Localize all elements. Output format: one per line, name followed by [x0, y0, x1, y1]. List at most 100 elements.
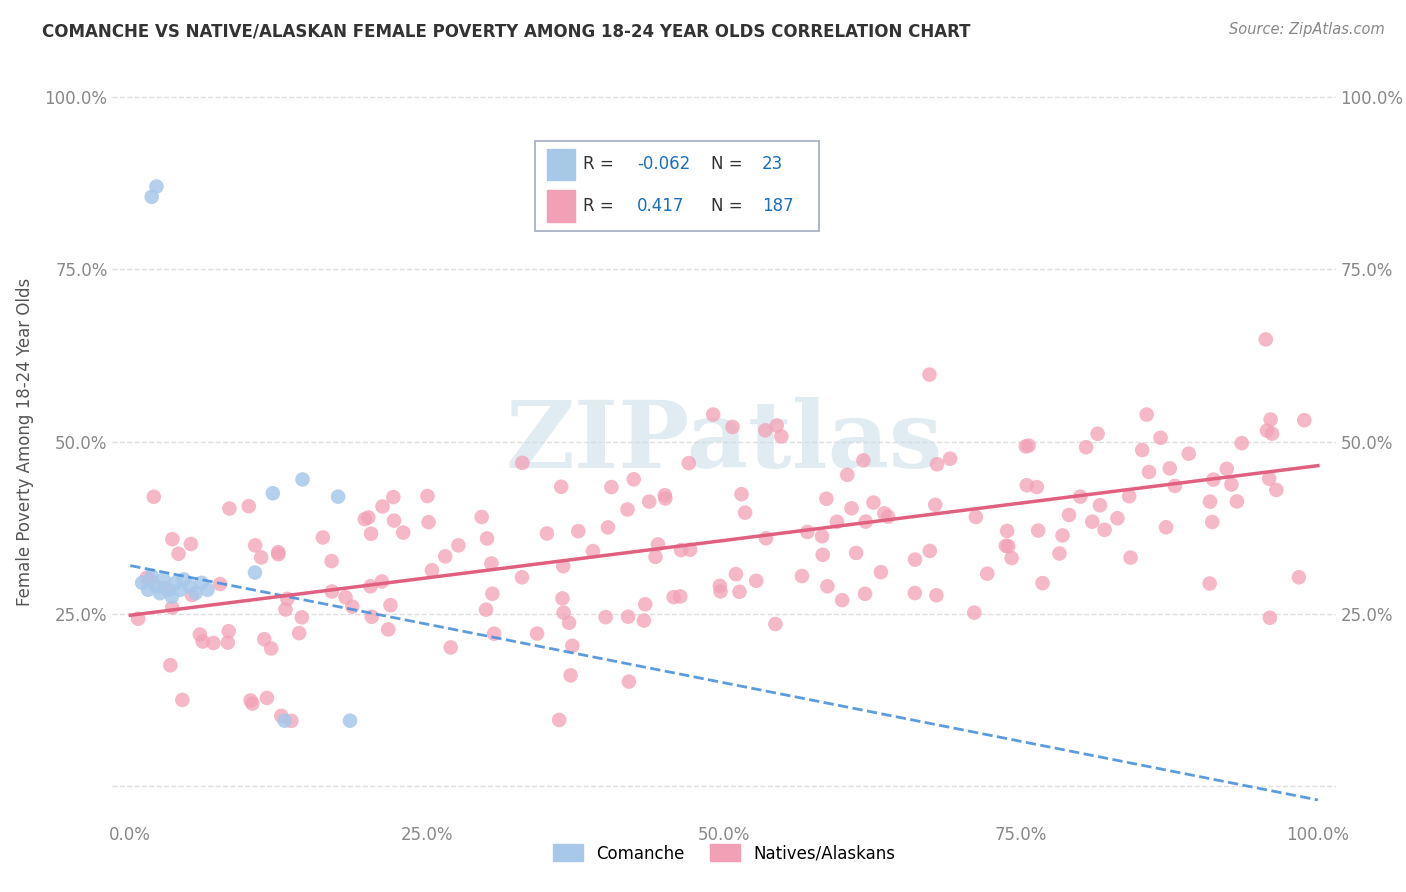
Point — [1049, 547, 1071, 561]
Point — [550, 480, 572, 494]
Point — [669, 543, 692, 558]
Point — [242, 697, 264, 711]
Point — [382, 514, 405, 528]
Point — [1137, 465, 1160, 479]
Text: 187: 187 — [762, 196, 793, 215]
Point — [218, 501, 240, 516]
Point — [131, 575, 153, 590]
Point — [1294, 413, 1316, 427]
Point — [1001, 551, 1024, 566]
Point — [260, 641, 283, 656]
Point — [1288, 570, 1310, 584]
Point — [976, 566, 998, 581]
Point — [420, 563, 443, 577]
Point — [638, 494, 661, 508]
Bar — [547, 149, 575, 180]
Point — [728, 584, 751, 599]
Point — [380, 598, 402, 612]
Point — [342, 599, 364, 614]
Point — [1088, 498, 1111, 512]
Point — [209, 577, 232, 591]
Text: 23: 23 — [762, 154, 783, 173]
Point — [274, 602, 297, 616]
Point — [1159, 461, 1181, 475]
Point — [262, 486, 284, 500]
Point — [475, 532, 498, 546]
Point — [326, 490, 349, 504]
Point — [321, 554, 343, 568]
Point — [217, 635, 239, 649]
Point — [169, 582, 191, 597]
Point — [1164, 479, 1187, 493]
Point — [510, 456, 533, 470]
Point — [153, 581, 176, 595]
Point — [617, 609, 640, 624]
Point — [709, 584, 731, 599]
Point — [734, 506, 756, 520]
Point — [669, 590, 692, 604]
Point — [160, 600, 183, 615]
Point — [855, 515, 877, 529]
Point — [831, 593, 853, 607]
Text: Source: ZipAtlas.com: Source: ZipAtlas.com — [1229, 22, 1385, 37]
Point — [963, 606, 986, 620]
Point — [173, 573, 195, 587]
Point — [730, 487, 752, 501]
Point — [312, 531, 335, 545]
Point — [1025, 480, 1047, 494]
Point — [1256, 424, 1278, 438]
Point — [654, 488, 676, 502]
Point — [596, 520, 619, 534]
Point — [841, 501, 863, 516]
Point — [558, 615, 581, 630]
Point — [152, 573, 174, 587]
Point — [1216, 462, 1239, 476]
Point — [1052, 528, 1074, 542]
Point — [382, 490, 405, 504]
Point — [817, 579, 839, 593]
Point — [553, 559, 575, 574]
Point — [790, 569, 813, 583]
Point — [1177, 447, 1199, 461]
Point — [180, 588, 202, 602]
Text: 0.417: 0.417 — [637, 196, 685, 215]
Point — [918, 544, 941, 558]
Point — [360, 609, 382, 624]
Point — [160, 590, 183, 604]
Point — [481, 557, 503, 571]
Point — [1199, 494, 1222, 508]
Point — [1202, 473, 1225, 487]
Point — [270, 709, 292, 723]
Point — [1107, 511, 1129, 525]
Point — [179, 579, 201, 593]
Point — [197, 582, 219, 597]
Y-axis label: Female Poverty Among 18-24 Year Olds: Female Poverty Among 18-24 Year Olds — [15, 277, 34, 606]
Point — [418, 515, 440, 529]
Point — [238, 500, 260, 514]
Point — [353, 512, 375, 526]
Point — [1220, 477, 1243, 491]
Point — [202, 636, 225, 650]
Point — [560, 668, 582, 682]
Point — [1261, 426, 1284, 441]
Point — [1119, 550, 1142, 565]
Text: -0.062: -0.062 — [637, 154, 690, 173]
Point — [127, 612, 149, 626]
Point — [243, 538, 266, 552]
Point — [1074, 440, 1097, 454]
Point — [447, 538, 470, 552]
Point — [1258, 611, 1281, 625]
Point — [357, 510, 380, 524]
Point — [253, 632, 276, 647]
Point — [647, 537, 669, 551]
Point — [1015, 478, 1038, 492]
Point — [662, 590, 685, 604]
Point — [925, 457, 948, 471]
Point — [877, 509, 900, 524]
Point — [536, 526, 558, 541]
Bar — [547, 191, 575, 222]
Point — [815, 491, 838, 506]
Point — [510, 570, 533, 584]
Point — [1201, 515, 1223, 529]
Point — [142, 490, 165, 504]
